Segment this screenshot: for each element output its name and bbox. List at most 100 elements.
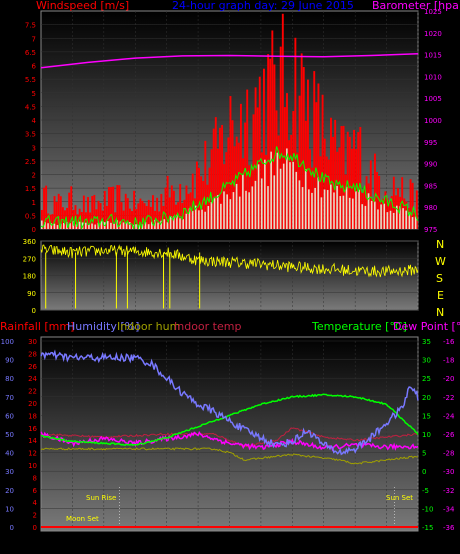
gust-bar bbox=[156, 197, 159, 229]
temperature-y-tick-label: 0 bbox=[422, 468, 426, 476]
gust-bar bbox=[61, 207, 64, 229]
gust-bar bbox=[281, 13, 284, 230]
gust-bar bbox=[309, 149, 311, 229]
avg-wind-bar bbox=[279, 168, 282, 229]
gust-bar bbox=[273, 64, 276, 229]
dewpoint-y-tick-label: -16 bbox=[443, 338, 455, 346]
avg-wind-bar bbox=[160, 220, 162, 229]
rain-y-tick-label: 24 bbox=[28, 375, 37, 383]
gust-bar bbox=[323, 138, 326, 229]
temperature-y-tick-label: -15 bbox=[422, 524, 433, 532]
avg-wind-bar bbox=[72, 221, 75, 229]
direction-y-tick-label: 90 bbox=[27, 290, 36, 298]
avg-wind-bar bbox=[333, 192, 335, 229]
avg-wind-bar bbox=[345, 186, 348, 229]
gust-bar bbox=[131, 211, 133, 229]
gust-bar bbox=[246, 89, 249, 229]
rain-y-tick-label: 22 bbox=[28, 388, 37, 396]
gust-bar bbox=[390, 196, 393, 229]
gust-bar bbox=[321, 94, 324, 229]
wind-x-tick-label: 00 bbox=[414, 231, 424, 240]
gust-bar bbox=[302, 67, 305, 229]
gust-bar bbox=[294, 37, 297, 230]
gust-bar bbox=[319, 156, 322, 229]
gust-bar bbox=[313, 71, 316, 229]
gust-bar bbox=[89, 212, 92, 229]
dewpoint-y-tick-label: -26 bbox=[443, 431, 455, 439]
temperature-y-tick-label: 30 bbox=[422, 357, 431, 365]
gust-bar bbox=[330, 117, 332, 229]
wind-y-tick-label: 6.5 bbox=[25, 49, 36, 57]
gust-bar bbox=[288, 140, 291, 229]
temp-x-tick-label: 06 bbox=[130, 538, 140, 547]
gust-bar bbox=[388, 201, 391, 229]
gust-bar bbox=[97, 200, 100, 229]
gust-bar bbox=[374, 153, 376, 229]
direction-panel-grid: 0 90 180 270 360 bbox=[23, 238, 419, 315]
wind-y-tick-label: 3 bbox=[32, 144, 36, 152]
gust-bar bbox=[55, 201, 58, 229]
avg-wind-bar bbox=[207, 206, 210, 229]
gust-bar bbox=[70, 186, 73, 229]
gust-bar bbox=[78, 208, 81, 229]
avg-wind-bar bbox=[270, 151, 272, 229]
temp-panel-marks bbox=[40, 349, 419, 528]
avg-wind-bar bbox=[317, 177, 320, 229]
avg-wind-bar bbox=[88, 224, 90, 229]
gust-bar bbox=[342, 125, 345, 229]
avg-wind-bar bbox=[226, 194, 228, 229]
temp-x-tick-label: 02 bbox=[67, 538, 77, 547]
gust-bar bbox=[172, 190, 175, 229]
gust-bar bbox=[137, 203, 140, 229]
temp-x-tick-label: Sun Ris bbox=[99, 538, 129, 547]
avg-wind-bar bbox=[323, 189, 326, 229]
temp-x-tick-label: 20 bbox=[350, 538, 360, 547]
indoor-hum-label: Indoor hum bbox=[117, 320, 180, 333]
avg-wind-bar bbox=[389, 210, 392, 229]
wind-y-tick-label: 3.5 bbox=[25, 131, 36, 139]
barometer-y-tick-label: 1025 bbox=[424, 8, 442, 16]
gust-bar bbox=[160, 193, 163, 229]
avg-wind-bar bbox=[50, 223, 53, 229]
wind-x-tick-label: 13 bbox=[226, 231, 236, 240]
gust-bar bbox=[411, 182, 414, 229]
avg-wind-bar bbox=[94, 224, 97, 229]
avg-wind-bar bbox=[163, 219, 166, 229]
gust-bar bbox=[126, 198, 129, 229]
avg-wind-bar bbox=[264, 159, 266, 229]
barometer-y-tick-label: 1015 bbox=[424, 52, 442, 60]
temp-x-tick-label: 16 bbox=[287, 538, 297, 547]
gust-bar bbox=[187, 193, 190, 229]
gust-bar bbox=[91, 196, 94, 229]
rain-y-tick-label: 30 bbox=[28, 338, 37, 346]
avg-wind-bar bbox=[210, 201, 213, 229]
gust-bar bbox=[409, 179, 412, 229]
avg-wind-bar bbox=[336, 185, 338, 229]
wind-y-tick-label: 7.5 bbox=[25, 22, 36, 30]
gust-bar bbox=[254, 87, 257, 229]
humidity-y-tick-label: 0 bbox=[10, 524, 14, 532]
wind-direction-line bbox=[40, 244, 419, 278]
temperature-line bbox=[40, 393, 419, 447]
gust-bar bbox=[252, 114, 255, 229]
temp-x-tick-label: 1818 bbox=[319, 538, 339, 547]
avg-wind-bar bbox=[69, 223, 71, 229]
avg-wind-bar bbox=[320, 197, 323, 229]
rain-y-tick-label: 28 bbox=[28, 350, 37, 358]
gust-bar bbox=[143, 203, 146, 229]
avg-wind-bar bbox=[242, 174, 244, 229]
gust-bar bbox=[250, 167, 253, 229]
gust-bar bbox=[275, 110, 278, 229]
gust-bar bbox=[170, 185, 173, 229]
dir-label-n-bottom: N bbox=[436, 306, 444, 319]
gust-bar bbox=[413, 212, 416, 229]
wind-x-tick-label: 10 bbox=[194, 231, 204, 240]
temperature-y-tick-label: 25 bbox=[422, 375, 431, 383]
dir-label-w: W bbox=[435, 255, 446, 268]
gust-bar bbox=[51, 214, 54, 229]
gust-bar bbox=[219, 127, 221, 229]
gust-bar bbox=[80, 211, 83, 229]
avg-wind-bar bbox=[157, 222, 159, 229]
